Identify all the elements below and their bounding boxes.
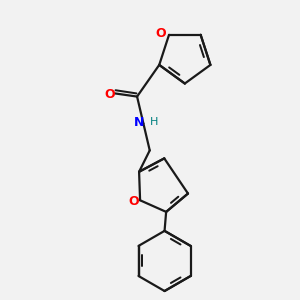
Text: O: O	[156, 27, 167, 40]
Text: H: H	[150, 117, 159, 127]
Text: N: N	[134, 116, 144, 129]
Text: O: O	[104, 88, 115, 101]
Text: O: O	[128, 195, 139, 208]
